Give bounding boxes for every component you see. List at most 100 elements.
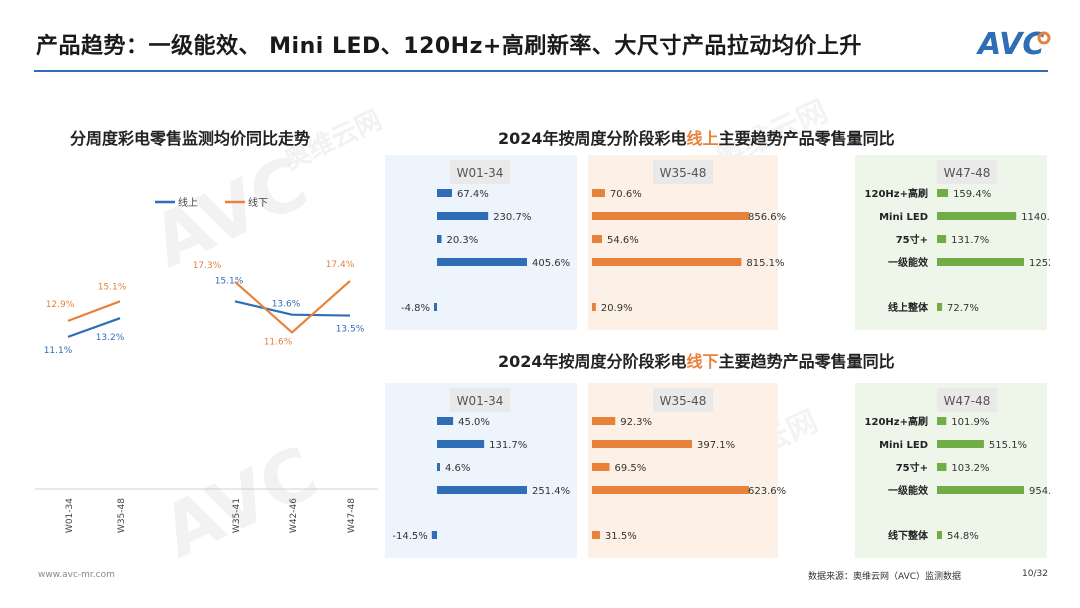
offline-title-highlight: 线下: [686, 352, 719, 371]
online-title-highlight: 线上: [686, 129, 719, 148]
bar: [937, 235, 947, 243]
bar: [437, 235, 442, 243]
x-tick-label: W35-48: [117, 498, 127, 533]
bar: [937, 440, 984, 448]
panel-background: [385, 383, 577, 558]
bar: [437, 189, 452, 197]
bar: [592, 189, 605, 197]
data-label: 11.1%: [44, 346, 73, 356]
panel-tab: [937, 388, 997, 412]
bar: [937, 486, 1024, 494]
page-title: 产品趋势：一级能效、 Mini LED、120Hz+高刷新率、大尺寸产品拉动均价…: [36, 34, 862, 59]
category-label: Mini LED: [879, 440, 928, 451]
offline-title-prefix: 2024年按周度分阶段彩电: [498, 352, 687, 371]
x-tick-label: W42-46: [289, 498, 299, 533]
bar: [592, 212, 749, 220]
data-label: 13.5%: [336, 325, 365, 335]
online-title-suffix: 主要趋势产品零售量同比: [718, 129, 895, 148]
bar-value-label: 131.7%: [951, 235, 989, 246]
legend-label: 线下: [248, 196, 268, 209]
bar: [937, 531, 942, 539]
category-label: 一级能效: [888, 256, 929, 269]
panel-background: [385, 155, 577, 330]
logo-dot-icon: [1037, 31, 1051, 45]
bar: [592, 258, 742, 266]
page-number: 10/32: [1022, 569, 1048, 579]
category-label: 120Hz+高刷: [865, 187, 928, 200]
bar-value-label: 45.0%: [458, 417, 490, 428]
panel-background: [588, 383, 778, 558]
data-label: 17.3%: [193, 261, 222, 271]
x-tick-label: W01-34: [65, 498, 75, 533]
bar-value-label: 20.9%: [601, 303, 633, 314]
bar-value-label: 54.8%: [947, 531, 979, 542]
logo-text: AVC: [976, 27, 1044, 60]
bar: [592, 463, 610, 471]
panel-tab-label: W01-34: [457, 394, 504, 408]
category-label: 75寸+: [896, 461, 928, 474]
panel-tab-label: W01-34: [457, 166, 504, 180]
bar-value-label: 72.7%: [947, 303, 979, 314]
bar-value-label: 67.4%: [457, 189, 489, 200]
bar: [937, 212, 1017, 220]
bar-value-label: 1252.4%: [1029, 258, 1050, 269]
bar: [937, 463, 947, 471]
bar-value-label: 103.2%: [951, 463, 989, 474]
series-line-online: [67, 317, 121, 338]
bar: [937, 303, 943, 311]
bar-value-label: 131.7%: [489, 440, 527, 451]
bar: [437, 258, 527, 266]
bar-value-label: 856.6%: [748, 212, 786, 223]
category-label: 线上整体: [888, 301, 929, 314]
bar-value-label: -4.8%: [401, 303, 430, 314]
bar-value-label: -14.5%: [392, 531, 427, 542]
panel-background: [855, 383, 1047, 558]
category-label: Mini LED: [879, 212, 928, 223]
panel-background: [855, 155, 1047, 330]
bar-value-label: 623.6%: [748, 486, 786, 497]
offline-bar-chart: W01-34 45.0% 131.7% 4.6% 251.4% -14.5% W35-48 9…: [385, 383, 1050, 558]
category-label: 120Hz+高刷: [865, 415, 928, 428]
header-divider: [34, 70, 1048, 72]
panel-tab: [653, 388, 713, 412]
x-tick-label: W35-41: [232, 498, 242, 533]
panel-tab: [450, 160, 510, 184]
data-label: 15.1%: [215, 276, 244, 286]
data-label: 17.4%: [326, 260, 355, 270]
bar: [592, 235, 603, 243]
series-line-offline: [67, 300, 121, 322]
data-label: 13.2%: [96, 333, 125, 343]
panel-tab-label: W47-48: [944, 394, 991, 408]
data-label: 11.6%: [264, 337, 293, 347]
panel-tab: [937, 160, 997, 184]
bar-value-label: 70.6%: [610, 189, 642, 200]
bar-value-label: 54.6%: [607, 235, 639, 246]
bar-value-label: 20.3%: [447, 235, 479, 246]
bar-value-label: 405.6%: [532, 258, 570, 269]
left-chart-title: 分周度彩电零售监测均价同比走势: [70, 129, 311, 148]
panel-tab-label: W35-48: [660, 166, 707, 180]
panel-tab-label: W47-48: [944, 166, 991, 180]
bar-value-label: 515.1%: [989, 440, 1027, 451]
x-tick-label: W47-48: [347, 498, 357, 533]
online-title-prefix: 2024年按周度分阶段彩电: [498, 129, 687, 148]
bar-value-label: 815.1%: [746, 258, 784, 269]
panel-tab: [653, 160, 713, 184]
bar: [592, 303, 596, 311]
bar-value-label: 251.4%: [532, 486, 570, 497]
series-line-offline: [234, 280, 351, 334]
panel-tab: [450, 388, 510, 412]
bar: [592, 531, 600, 539]
category-label: 一级能效: [888, 484, 929, 497]
line-chart: 线上 线下 11.1% 13.2% 15.1% 13.6% 13.5% 12.9% 15.1% 1…: [35, 196, 378, 533]
bar-value-label: 230.7%: [493, 212, 531, 223]
bar-value-label: 954.8%: [1029, 486, 1050, 497]
bar-value-label: 101.9%: [951, 417, 989, 428]
bar: [431, 531, 437, 539]
bar-value-label: 92.3%: [620, 417, 652, 428]
legend-label: 线上: [178, 196, 198, 209]
data-label: 15.1%: [98, 282, 127, 292]
bar: [592, 440, 692, 448]
panel-background: [588, 155, 778, 330]
bar: [937, 417, 947, 425]
